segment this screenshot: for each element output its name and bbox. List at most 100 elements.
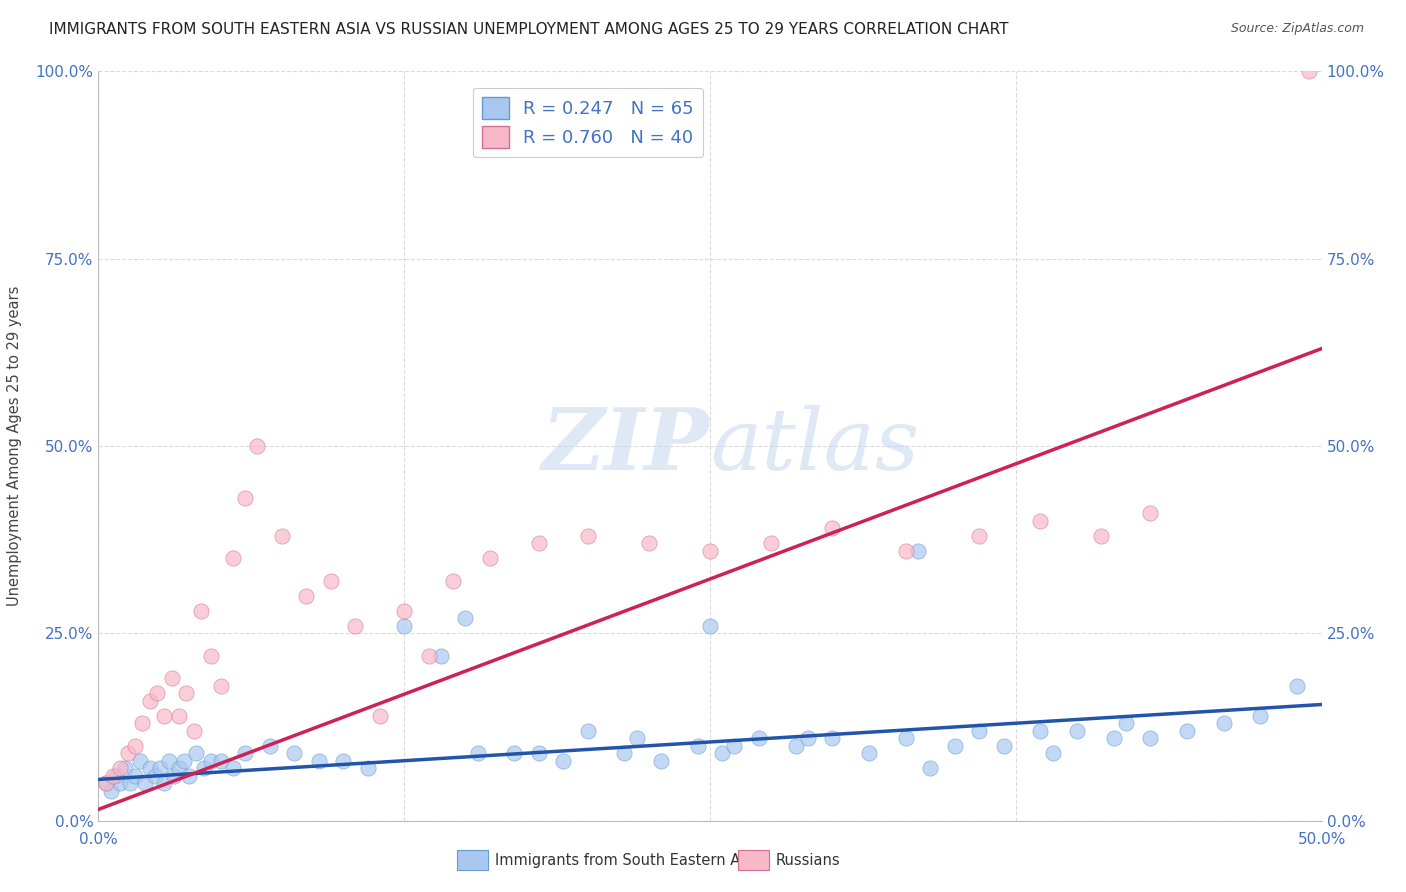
Point — [104, 769, 127, 783]
Point — [356, 761, 378, 775]
Point — [699, 544, 721, 558]
Point — [319, 574, 342, 588]
Point — [114, 761, 136, 775]
Point — [160, 671, 183, 685]
Point — [163, 769, 186, 783]
Point — [157, 754, 180, 768]
Point — [283, 746, 305, 760]
Point — [392, 604, 416, 618]
Point — [761, 536, 783, 550]
Point — [129, 754, 152, 768]
Text: atlas: atlas — [710, 405, 920, 487]
Point — [308, 754, 330, 768]
Point — [920, 761, 942, 775]
Point — [1298, 64, 1320, 78]
Text: Source: ZipAtlas.com: Source: ZipAtlas.com — [1230, 22, 1364, 36]
Point — [153, 708, 176, 723]
Point — [467, 746, 489, 760]
Point — [149, 761, 172, 775]
Point — [131, 716, 153, 731]
Point — [723, 739, 745, 753]
Point — [167, 761, 190, 775]
Point — [193, 761, 215, 775]
Point — [177, 769, 200, 783]
Point — [1102, 731, 1125, 746]
Point — [100, 783, 122, 797]
Point — [344, 619, 367, 633]
Point — [967, 529, 990, 543]
Point — [259, 739, 281, 753]
Point — [139, 761, 162, 775]
Point — [858, 746, 880, 760]
Point — [943, 739, 966, 753]
Y-axis label: Unemployment Among Ages 25 to 29 years: Unemployment Among Ages 25 to 29 years — [7, 285, 21, 607]
Point — [503, 746, 526, 760]
Point — [124, 769, 146, 783]
Point — [110, 776, 132, 790]
Point — [967, 723, 990, 738]
Text: IMMIGRANTS FROM SOUTH EASTERN ASIA VS RUSSIAN UNEMPLOYMENT AMONG AGES 25 TO 29 Y: IMMIGRANTS FROM SOUTH EASTERN ASIA VS RU… — [49, 22, 1008, 37]
Point — [576, 723, 599, 738]
Point — [332, 754, 354, 768]
Point — [894, 731, 917, 746]
Point — [650, 754, 672, 768]
Point — [711, 746, 734, 760]
Point — [270, 529, 294, 543]
Point — [200, 648, 222, 663]
Point — [209, 679, 232, 693]
Point — [120, 776, 142, 790]
Point — [1029, 514, 1052, 528]
Point — [186, 746, 208, 760]
Point — [176, 686, 198, 700]
Point — [527, 536, 550, 550]
Point — [139, 694, 162, 708]
Point — [1286, 679, 1309, 693]
Point — [295, 589, 318, 603]
Point — [233, 491, 256, 506]
Point — [454, 611, 477, 625]
Point — [1115, 716, 1137, 731]
Point — [527, 746, 550, 760]
Point — [392, 619, 416, 633]
Legend: R = 0.247   N = 65, R = 0.760   N = 40: R = 0.247 N = 65, R = 0.760 N = 40 — [472, 88, 703, 157]
Point — [246, 439, 269, 453]
Point — [993, 739, 1015, 753]
Point — [1090, 529, 1112, 543]
Point — [146, 686, 169, 700]
Point — [441, 574, 464, 588]
Point — [233, 746, 256, 760]
Point — [173, 754, 195, 768]
Point — [167, 708, 190, 723]
Point — [94, 776, 117, 790]
Point — [117, 746, 139, 760]
Point — [101, 769, 124, 783]
Point — [1042, 746, 1064, 760]
Point — [1139, 731, 1161, 746]
Point — [200, 754, 222, 768]
Point — [124, 739, 146, 753]
Point — [1212, 716, 1234, 731]
Point — [110, 761, 132, 775]
Point — [134, 776, 156, 790]
Point — [222, 761, 245, 775]
Text: Immigrants from South Eastern Asia: Immigrants from South Eastern Asia — [495, 854, 761, 868]
Point — [894, 544, 917, 558]
Point — [699, 619, 721, 633]
Point — [553, 754, 575, 768]
Point — [368, 708, 391, 723]
Point — [94, 776, 117, 790]
Point — [907, 544, 929, 558]
Point — [153, 776, 176, 790]
Point — [821, 521, 844, 535]
Point — [143, 769, 166, 783]
Point — [1029, 723, 1052, 738]
Point — [1250, 708, 1272, 723]
Point — [222, 551, 245, 566]
Point — [1139, 507, 1161, 521]
Point — [190, 604, 212, 618]
Point — [785, 739, 807, 753]
Point — [797, 731, 820, 746]
Point — [478, 551, 501, 566]
Point — [748, 731, 770, 746]
Point — [1066, 723, 1088, 738]
